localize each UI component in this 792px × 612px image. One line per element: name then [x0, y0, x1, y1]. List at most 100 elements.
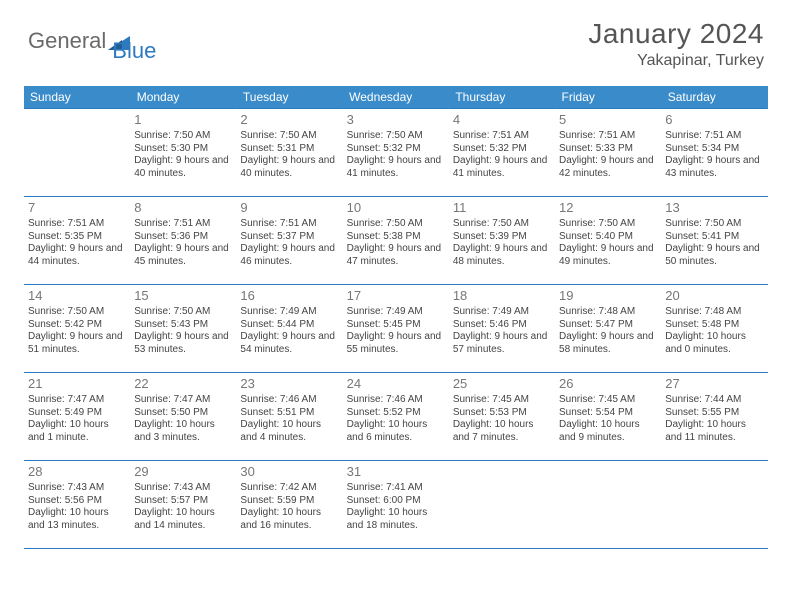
calendar-cell: 23Sunrise: 7:46 AMSunset: 5:51 PMDayligh… — [236, 373, 342, 461]
daylight-text: Daylight: 9 hours and 41 minutes. — [347, 155, 445, 180]
daylight-text: Daylight: 9 hours and 40 minutes. — [240, 155, 338, 180]
logo-text-blue: Blue — [112, 38, 156, 64]
calendar-cell: 4Sunrise: 7:51 AMSunset: 5:32 PMDaylight… — [449, 109, 555, 197]
sunset-text: Sunset: 5:30 PM — [134, 143, 232, 156]
day-header: Sunday — [24, 86, 130, 109]
day-number: 6 — [665, 112, 763, 128]
calendar-cell: 12Sunrise: 7:50 AMSunset: 5:40 PMDayligh… — [555, 197, 661, 285]
sunrise-text: Sunrise: 7:50 AM — [134, 130, 232, 143]
sunrise-text: Sunrise: 7:51 AM — [28, 218, 126, 231]
sunrise-text: Sunrise: 7:51 AM — [240, 218, 338, 231]
sunrise-text: Sunrise: 7:47 AM — [28, 394, 126, 407]
day-number: 22 — [134, 376, 232, 392]
daylight-text: Daylight: 10 hours and 9 minutes. — [559, 419, 657, 444]
calendar-cell: 17Sunrise: 7:49 AMSunset: 5:45 PMDayligh… — [343, 285, 449, 373]
daylight-text: Daylight: 9 hours and 53 minutes. — [134, 331, 232, 356]
day-number: 9 — [240, 200, 338, 216]
sunset-text: Sunset: 5:35 PM — [28, 231, 126, 244]
day-number: 12 — [559, 200, 657, 216]
sunrise-text: Sunrise: 7:50 AM — [240, 130, 338, 143]
sunset-text: Sunset: 5:39 PM — [453, 231, 551, 244]
sunset-text: Sunset: 5:36 PM — [134, 231, 232, 244]
sunrise-text: Sunrise: 7:51 AM — [453, 130, 551, 143]
header: General Blue January 2024 Yakapinar, Tur… — [0, 0, 792, 78]
sunrise-text: Sunrise: 7:51 AM — [134, 218, 232, 231]
day-number: 28 — [28, 464, 126, 480]
sunrise-text: Sunrise: 7:50 AM — [347, 130, 445, 143]
sunset-text: Sunset: 5:56 PM — [28, 495, 126, 508]
sunset-text: Sunset: 5:37 PM — [240, 231, 338, 244]
sunset-text: Sunset: 5:46 PM — [453, 319, 551, 332]
day-number: 24 — [347, 376, 445, 392]
daylight-text: Daylight: 10 hours and 16 minutes. — [240, 507, 338, 532]
daylight-text: Daylight: 9 hours and 43 minutes. — [665, 155, 763, 180]
sunrise-text: Sunrise: 7:50 AM — [665, 218, 763, 231]
day-header: Tuesday — [236, 86, 342, 109]
day-number: 3 — [347, 112, 445, 128]
sunrise-text: Sunrise: 7:41 AM — [347, 482, 445, 495]
daylight-text: Daylight: 9 hours and 47 minutes. — [347, 243, 445, 268]
logo: General Blue — [28, 18, 156, 64]
daylight-text: Daylight: 9 hours and 55 minutes. — [347, 331, 445, 356]
calendar-cell: 22Sunrise: 7:47 AMSunset: 5:50 PMDayligh… — [130, 373, 236, 461]
sunrise-text: Sunrise: 7:45 AM — [559, 394, 657, 407]
daylight-text: Daylight: 9 hours and 58 minutes. — [559, 331, 657, 356]
day-number: 1 — [134, 112, 232, 128]
daylight-text: Daylight: 9 hours and 42 minutes. — [559, 155, 657, 180]
daylight-text: Daylight: 10 hours and 7 minutes. — [453, 419, 551, 444]
daylight-text: Daylight: 10 hours and 3 minutes. — [134, 419, 232, 444]
sunset-text: Sunset: 5:32 PM — [453, 143, 551, 156]
calendar-cell — [555, 461, 661, 549]
sunrise-text: Sunrise: 7:50 AM — [347, 218, 445, 231]
sunset-text: Sunset: 5:53 PM — [453, 407, 551, 420]
calendar-cell — [449, 461, 555, 549]
sunrise-text: Sunrise: 7:43 AM — [134, 482, 232, 495]
calendar-table: Sunday Monday Tuesday Wednesday Thursday… — [24, 86, 768, 549]
calendar-cell: 9Sunrise: 7:51 AMSunset: 5:37 PMDaylight… — [236, 197, 342, 285]
sunset-text: Sunset: 5:45 PM — [347, 319, 445, 332]
calendar-cell: 11Sunrise: 7:50 AMSunset: 5:39 PMDayligh… — [449, 197, 555, 285]
daylight-text: Daylight: 9 hours and 54 minutes. — [240, 331, 338, 356]
sunrise-text: Sunrise: 7:50 AM — [453, 218, 551, 231]
sunset-text: Sunset: 5:47 PM — [559, 319, 657, 332]
day-number: 19 — [559, 288, 657, 304]
calendar-cell: 8 Sunrise: 7:51 AMSunset: 5:36 PMDaylight… — [130, 197, 236, 285]
day-number: 16 — [240, 288, 338, 304]
month-title: January 2024 — [588, 18, 764, 50]
calendar-cell: 29Sunrise: 7:43 AMSunset: 5:57 PMDayligh… — [130, 461, 236, 549]
calendar-cell: 20Sunrise: 7:48 AMSunset: 5:48 PMDayligh… — [661, 285, 767, 373]
calendar-cell: 31Sunrise: 7:41 AMSunset: 6:00 PMDayligh… — [343, 461, 449, 549]
calendar-cell — [24, 109, 130, 197]
sunset-text: Sunset: 6:00 PM — [347, 495, 445, 508]
sunrise-text: Sunrise: 7:51 AM — [665, 130, 763, 143]
calendar-row: 1Sunrise: 7:50 AMSunset: 5:30 PMDaylight… — [24, 109, 768, 197]
calendar-cell — [661, 461, 767, 549]
sunset-text: Sunset: 5:49 PM — [28, 407, 126, 420]
calendar-cell: 30Sunrise: 7:42 AMSunset: 5:59 PMDayligh… — [236, 461, 342, 549]
day-number: 25 — [453, 376, 551, 392]
daylight-text: Daylight: 9 hours and 45 minutes. — [134, 243, 232, 268]
daylight-text: Daylight: 9 hours and 40 minutes. — [134, 155, 232, 180]
location: Yakapinar, Turkey — [588, 52, 764, 70]
day-header: Monday — [130, 86, 236, 109]
sunrise-text: Sunrise: 7:50 AM — [28, 306, 126, 319]
day-number: 27 — [665, 376, 763, 392]
calendar-row: 14Sunrise: 7:50 AMSunset: 5:42 PMDayligh… — [24, 285, 768, 373]
calendar-cell: 28Sunrise: 7:43 AMSunset: 5:56 PMDayligh… — [24, 461, 130, 549]
sunrise-text: Sunrise: 7:46 AM — [240, 394, 338, 407]
sunset-text: Sunset: 5:55 PM — [665, 407, 763, 420]
day-number: 5 — [559, 112, 657, 128]
calendar-cell: 19 Sunrise: 7:48 AMSunset: 5:47 PMDayligh… — [555, 285, 661, 373]
day-number: 23 — [240, 376, 338, 392]
sunrise-text: Sunrise: 7:42 AM — [240, 482, 338, 495]
day-number: 17 — [347, 288, 445, 304]
day-number: 7 — [28, 200, 126, 216]
sunrise-text: Sunrise: 7:48 AM — [559, 306, 657, 319]
day-number: 8 — [134, 200, 232, 216]
sunset-text: Sunset: 5:42 PM — [28, 319, 126, 332]
daylight-text: Daylight: 9 hours and 41 minutes. — [453, 155, 551, 180]
daylight-text: Daylight: 10 hours and 14 minutes. — [134, 507, 232, 532]
sunset-text: Sunset: 5:32 PM — [347, 143, 445, 156]
logo-text-general: General — [28, 28, 106, 54]
day-header: Wednesday — [343, 86, 449, 109]
